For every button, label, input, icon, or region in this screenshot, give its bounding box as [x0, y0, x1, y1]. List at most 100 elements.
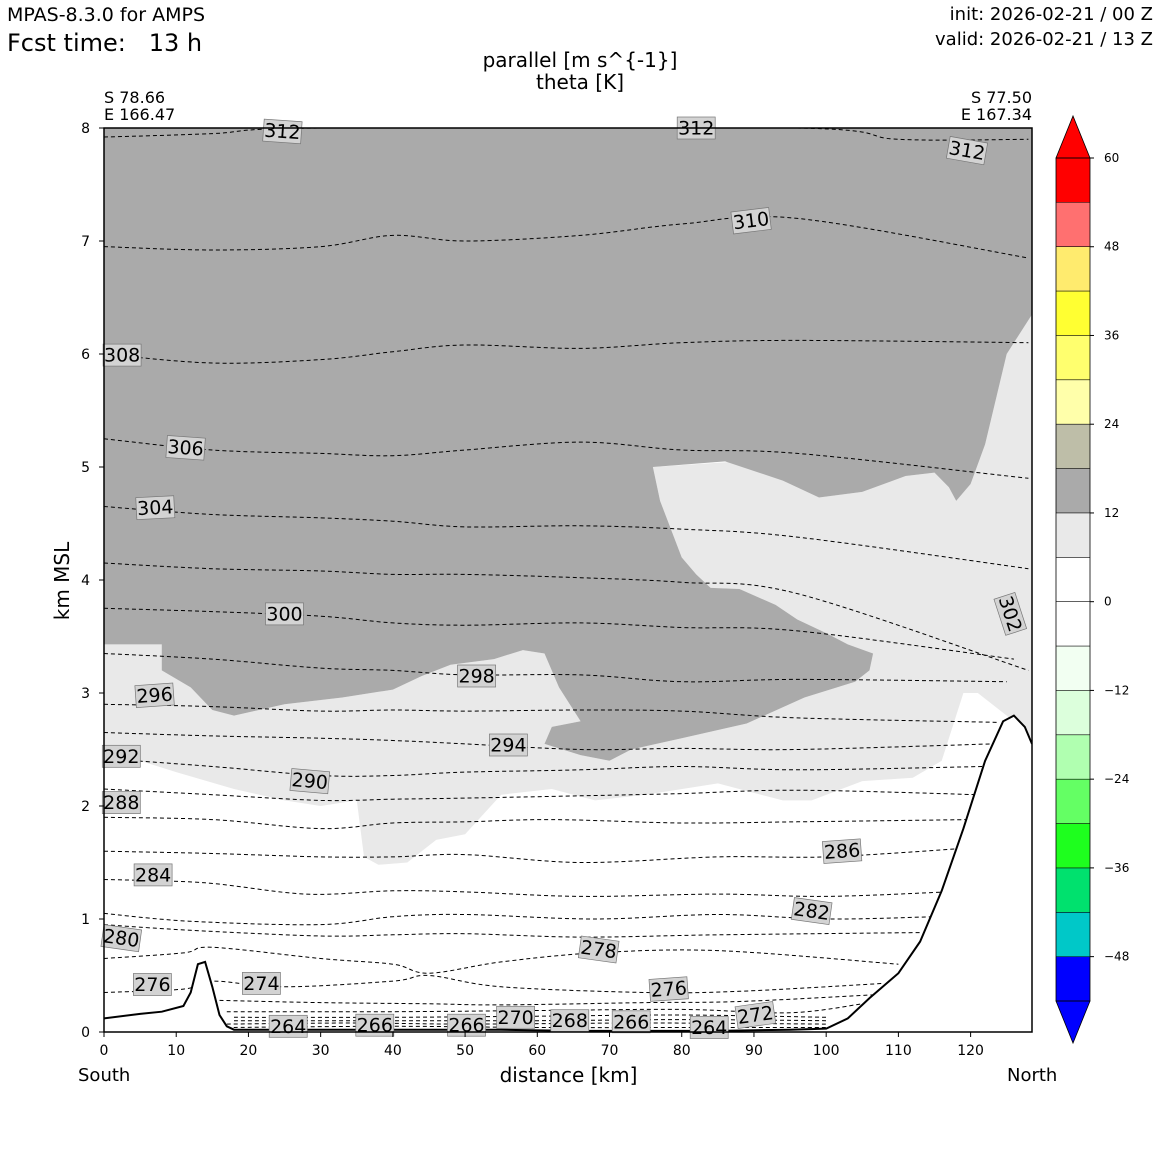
contour-label-306: 306	[165, 435, 206, 461]
theta-contour-290	[104, 788, 978, 802]
contour-label-294: 294	[489, 733, 528, 757]
colorbar-segment	[1056, 468, 1090, 513]
wind-region-12-18	[104, 128, 1032, 761]
wind-fill-layer	[104, 128, 1032, 865]
contour-label-box	[289, 768, 331, 795]
x-tick-label: 120	[957, 1043, 984, 1059]
theta-contour-276	[104, 974, 885, 994]
y-tick-label: 0	[81, 1025, 90, 1041]
colorbar-segment	[1056, 601, 1090, 647]
theta-contour-310	[104, 216, 1029, 259]
contour-label-box	[447, 1013, 486, 1037]
theta-contour-308	[104, 339, 1029, 364]
y-tick-label: 3	[81, 686, 90, 702]
y-tick-label: 6	[81, 347, 90, 363]
contour-label-266: 266	[611, 1010, 651, 1034]
contour-label-text: 292	[103, 746, 139, 768]
colorbar-tick-label: −24	[1104, 772, 1129, 786]
contour-label-284: 284	[133, 863, 173, 887]
contour-label-text: 270	[497, 1007, 533, 1029]
left-endpoint-lon: E 166.47	[104, 105, 176, 124]
y-tick-label: 7	[81, 234, 90, 250]
theta-contour-294	[104, 732, 993, 751]
contour-label-box	[100, 924, 143, 953]
contour-label-text: 274	[243, 973, 279, 995]
contour-label-box	[101, 744, 141, 768]
colorbar-tick-label: 48	[1104, 240, 1119, 254]
colorbar-extend-top	[1055, 114, 1091, 159]
init-time: init: 2026-02-21 / 00 Z	[949, 4, 1153, 25]
y-tick-label: 8	[81, 121, 90, 137]
x-tick-label: 10	[167, 1043, 185, 1059]
theta-contour-312	[104, 128, 1029, 141]
theta-contour-292	[104, 758, 986, 777]
contour-label-266: 266	[355, 1013, 395, 1037]
contour-label-box	[611, 1010, 651, 1034]
x-tick-label: 90	[745, 1043, 763, 1059]
y-tick-label: 4	[81, 573, 90, 589]
theta-contour-264	[226, 1025, 827, 1029]
colorbar-segment	[1056, 867, 1090, 913]
theta-contour-278	[104, 946, 899, 974]
theta-contour-280	[104, 924, 921, 938]
contour-label-276: 276	[648, 976, 689, 1002]
colorbar-segment	[1056, 202, 1090, 247]
contour-label-box	[822, 838, 863, 864]
contour-label-box	[262, 118, 303, 145]
contour-label-box	[102, 343, 142, 367]
colorbar-segment	[1056, 246, 1090, 292]
contour-label-312: 312	[262, 118, 303, 145]
contour-label-text: 268	[552, 1010, 588, 1032]
contour-label-text: 312	[264, 120, 302, 144]
theta-contour-268	[234, 1019, 827, 1022]
colorbar-tick-label: −36	[1104, 861, 1129, 875]
contour-label-268: 268	[550, 1009, 590, 1032]
theta-contour-288	[104, 816, 971, 830]
theta-contour-298	[104, 653, 1007, 683]
colorbar-segment	[1056, 646, 1090, 691]
colorbar-frame	[1055, 157, 1091, 1002]
colorbar-extend-bottom	[1055, 1000, 1091, 1045]
contour-label-text: 284	[135, 864, 171, 886]
contour-label-282: 282	[790, 897, 833, 926]
contour-label-box	[648, 976, 689, 1002]
contour-label-292: 292	[101, 744, 141, 768]
chart-title: parallel [m s^{-1}]	[482, 48, 678, 72]
contour-label-274: 274	[242, 972, 281, 995]
contour-label-298: 298	[457, 664, 496, 688]
theta-contour-304	[104, 506, 1029, 570]
contour-label-264: 264	[689, 1016, 729, 1039]
contour-label-272: 272	[734, 1001, 777, 1029]
colorbar-segment	[1056, 424, 1090, 469]
contour-label-text: 290	[291, 769, 329, 794]
forecast-time: Fcst time: 13 h	[7, 29, 203, 57]
x-axis-label: distance [km]	[499, 1063, 638, 1087]
chart-subtitle: theta [K]	[536, 70, 624, 94]
colorbar-tick-label: 60	[1104, 151, 1119, 165]
y-axis: 0 1 2 3 4 5 6 7 8	[81, 121, 104, 1041]
x-tick-label: 40	[384, 1043, 402, 1059]
contour-label-text: 266	[357, 1015, 393, 1037]
x-tick-label: 70	[601, 1043, 619, 1059]
theta-contour-274	[219, 994, 877, 1006]
theta-contour-270	[233, 1014, 827, 1018]
contour-label-text: 294	[490, 735, 526, 757]
colorbar-segment	[1056, 690, 1090, 735]
y-tick-label: 2	[81, 799, 90, 815]
contour-label-276: 276	[133, 973, 172, 996]
north-label: North	[1007, 1065, 1058, 1086]
contour-label-box	[133, 863, 173, 887]
right-endpoint-lat: S 77.50	[970, 88, 1032, 107]
theta-contour-306	[104, 438, 1029, 479]
contour-label-304: 304	[135, 495, 176, 521]
x-tick-label: 80	[673, 1043, 691, 1059]
south-label: South	[78, 1065, 131, 1086]
contour-label-text: 276	[134, 974, 170, 996]
y-axis-label: km MSL	[50, 541, 74, 621]
contour-label-box	[457, 664, 496, 688]
x-tick-label: 50	[456, 1043, 474, 1059]
contour-label-box	[135, 495, 176, 521]
colorbar-segment	[1056, 335, 1090, 380]
colorbar-segment	[1056, 734, 1090, 780]
